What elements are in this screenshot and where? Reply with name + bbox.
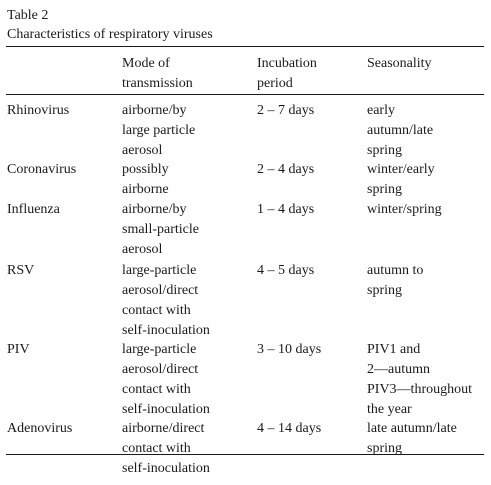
header-transmission: Mode of transmission [122, 56, 193, 91]
header-rule [6, 94, 484, 95]
cell-virus: Coronavirus [7, 162, 77, 177]
cell-seasonality: winter/spring [367, 202, 442, 217]
cell-seasonality: early autumn/late spring [367, 103, 434, 158]
table-title: Characteristics of respiratory viruses [7, 27, 213, 42]
cell-virus: Rhinovirus [7, 103, 70, 118]
table-caption: Table 2 Characteristics of respiratory v… [7, 6, 213, 44]
cell-transmission: large-particle aerosol/direct contact wi… [122, 263, 210, 338]
cell-transmission: airborne/by large particle aerosol [122, 103, 196, 158]
bottom-rule [6, 454, 484, 455]
cell-transmission: airborne/by small-particle aerosol [122, 202, 199, 257]
header-incubation: Incubation period [257, 56, 317, 91]
cell-transmission: possibly airborne [122, 162, 169, 197]
cell-virus: PIV [7, 342, 30, 357]
cell-seasonality: PIV1 and 2—autumn PIV3—throughout the ye… [367, 342, 472, 417]
cell-incubation: 4 – 5 days [257, 263, 315, 278]
cell-seasonality: winter/early spring [367, 162, 435, 197]
cell-incubation: 3 – 10 days [257, 342, 322, 357]
cell-transmission: large-particle aerosol/direct contact wi… [122, 342, 210, 417]
cell-seasonality: autumn to spring [367, 263, 424, 298]
cell-transmission: airborne/direct contact with self-inocul… [122, 421, 210, 476]
cell-virus: RSV [7, 263, 35, 278]
cell-incubation: 2 – 4 days [257, 162, 315, 177]
cell-virus: Adenovirus [7, 421, 73, 436]
cell-incubation: 4 – 14 days [257, 421, 322, 436]
cell-incubation: 1 – 4 days [257, 202, 315, 217]
cell-virus: Influenza [7, 202, 60, 217]
cell-incubation: 2 – 7 days [257, 103, 315, 118]
cell-seasonality: late autumn/late spring [367, 421, 457, 456]
table-label: Table 2 [7, 8, 49, 23]
top-rule [6, 46, 484, 47]
header-seasonality: Seasonality [367, 56, 432, 71]
